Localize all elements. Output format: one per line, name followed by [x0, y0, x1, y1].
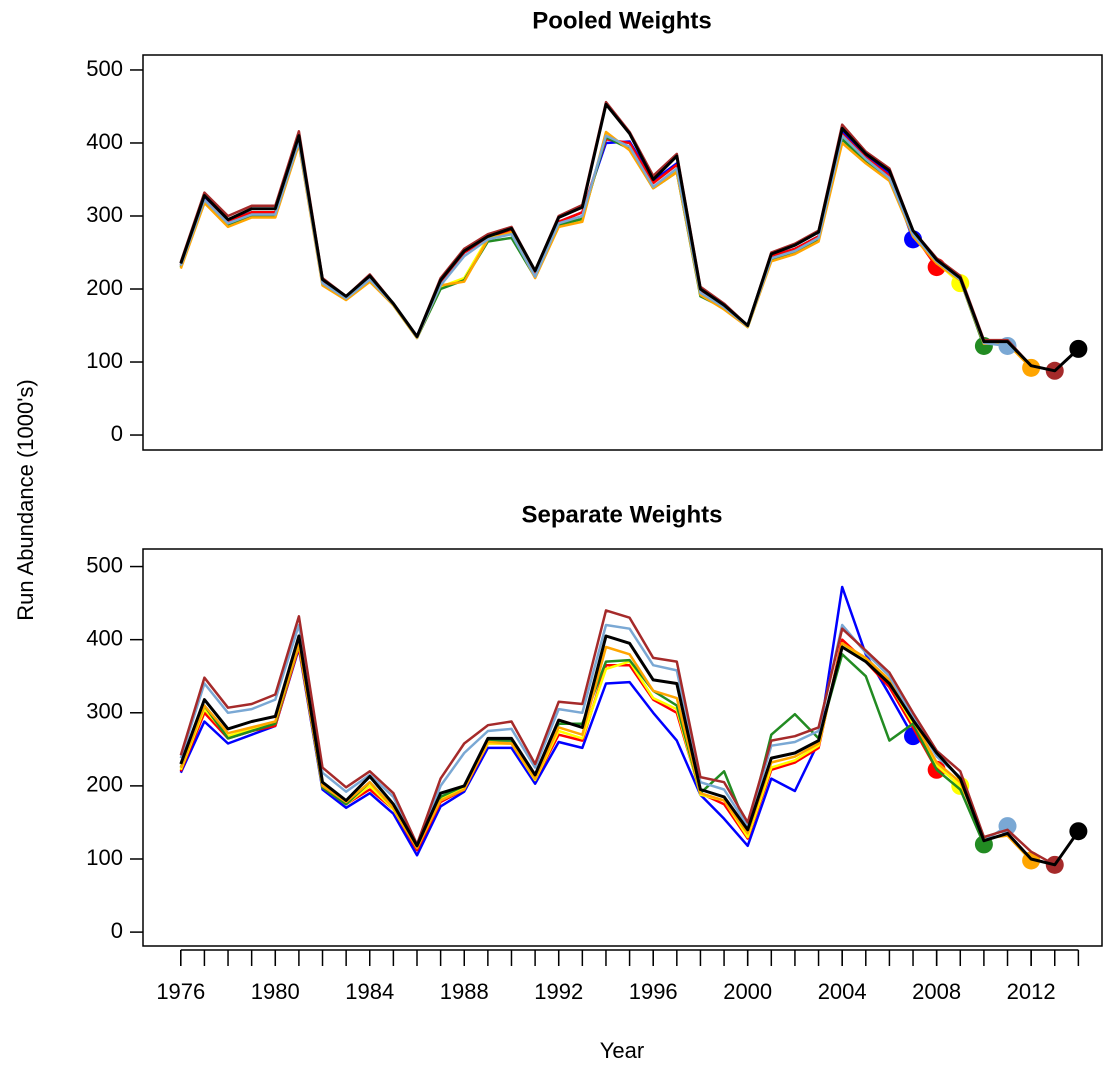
series-line [179, 638, 938, 852]
x-tick-label: 1996 [629, 979, 678, 1004]
x-tick-label: 2008 [912, 979, 961, 1004]
x-tick-label: 1976 [156, 979, 205, 1004]
y-tick-label: 400 [86, 129, 123, 154]
y-axis-label: Run Abundance (1000's) [13, 379, 38, 620]
series-line [179, 609, 1056, 866]
terminal-point [1069, 339, 1088, 358]
x-tick-label: 1984 [345, 979, 394, 1004]
series-line [179, 135, 986, 347]
y-tick-label: 0 [111, 421, 123, 446]
plot-frame [142, 548, 1103, 947]
x-axis-label: Year [600, 1038, 644, 1063]
x-tick-label: 2012 [1007, 979, 1056, 1004]
x-tick-label: 2004 [818, 979, 867, 1004]
x-tick-label: 1988 [440, 979, 489, 1004]
y-tick-label: 300 [86, 202, 123, 227]
y-tick-label: 300 [86, 699, 123, 724]
series-line [179, 132, 938, 339]
x-tick-label: 1980 [251, 979, 300, 1004]
x-tick-label: 1992 [534, 979, 583, 1004]
panel-title: Separate Weights [522, 501, 723, 528]
series-line [179, 634, 1080, 867]
series-line [179, 102, 1080, 373]
panel-title: Pooled Weights [532, 7, 712, 34]
y-tick-label: 500 [86, 56, 123, 81]
y-tick-label: 100 [86, 845, 123, 870]
series-line [179, 130, 1032, 369]
y-tick-label: 200 [86, 275, 123, 300]
series-line [179, 132, 962, 340]
y-tick-label: 200 [86, 772, 123, 797]
y-tick-label: 100 [86, 348, 123, 373]
terminal-point [1069, 822, 1088, 841]
terminal-point [1022, 358, 1041, 377]
y-tick-label: 0 [111, 918, 123, 943]
x-tick-label: 2000 [723, 979, 772, 1004]
plot-frame [142, 54, 1103, 451]
y-tick-label: 500 [86, 552, 123, 577]
y-tick-label: 400 [86, 625, 123, 650]
series-line [179, 642, 1033, 862]
